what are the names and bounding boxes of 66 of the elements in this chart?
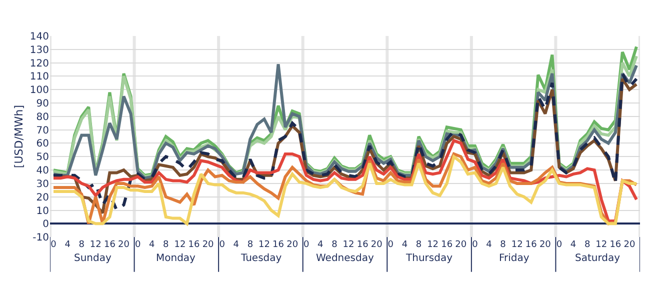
y-tick-label: 100 xyxy=(30,85,49,96)
text: Wednesday xyxy=(316,253,374,264)
text: Friday xyxy=(499,253,530,264)
x-tick-label: 20 xyxy=(202,240,214,250)
x-tick-label: 20 xyxy=(118,240,130,250)
x-tick-label: 16 xyxy=(188,240,200,250)
x-tick-label: 8 xyxy=(500,240,506,250)
x-tick-label: 12 xyxy=(90,240,102,250)
x-tick-label: 0 xyxy=(134,240,141,250)
x-tick-label: 16 xyxy=(610,240,622,250)
x-tick-label: 16 xyxy=(272,240,284,250)
x-tick-label: 12 xyxy=(342,240,354,250)
x-tick-label: 12 xyxy=(427,240,439,250)
x-tick-label: 20 xyxy=(539,240,552,250)
text: Thursday xyxy=(405,253,453,264)
y-tick-label: 60 xyxy=(36,138,49,150)
x-tick-label: 8 xyxy=(247,240,254,250)
x-tick-label: 0 xyxy=(304,240,310,250)
x-tick-label: 4 xyxy=(318,240,324,250)
y-tick-label: 50 xyxy=(36,152,49,164)
x-tick-label: 20 xyxy=(624,240,636,250)
y-tick-label: 130 xyxy=(30,44,49,56)
x-tick-label: 8 xyxy=(332,240,338,250)
y-tick-label: 30 xyxy=(36,178,49,190)
y-tick-label: 80 xyxy=(36,112,49,123)
x-tick-label: 16 xyxy=(441,240,453,250)
y-tick-label: 110 xyxy=(30,72,49,83)
y-tick-label: 120 xyxy=(30,58,49,70)
y-tick-label: 0 xyxy=(42,219,49,230)
y-axis-title: [USD/MWh] xyxy=(12,104,26,168)
text: Monday xyxy=(156,253,196,264)
x-tick-label: 0 xyxy=(556,240,562,250)
y-tick-label: 10 xyxy=(36,206,49,217)
x-tick-label: 12 xyxy=(258,240,270,250)
x-tick-label: 4 xyxy=(486,240,492,250)
y-tick-label: 40 xyxy=(36,166,49,177)
text: Saturday xyxy=(575,253,620,264)
x-tick-label: 0 xyxy=(472,240,478,250)
text: Sunday xyxy=(74,253,112,264)
x-tick-label: 12 xyxy=(511,240,523,250)
text: Tuesday xyxy=(240,253,282,264)
x-tick-label: 16 xyxy=(525,240,538,250)
x-tick-label: 4 xyxy=(148,240,155,250)
x-tick-label: 8 xyxy=(416,240,422,250)
x-tick-label: 4 xyxy=(233,240,240,250)
x-tick-label: 20 xyxy=(455,240,467,250)
y-tick-label: -10 xyxy=(32,232,49,244)
x-tick-label: 0 xyxy=(219,240,226,250)
x-tick-label: 8 xyxy=(584,240,590,250)
x-tick-label: 20 xyxy=(286,240,298,250)
x-tick-label: 4 xyxy=(64,240,71,250)
x-tick-label: 0 xyxy=(388,240,394,250)
x-tick-label: 0 xyxy=(50,240,57,250)
x-tick-label: 8 xyxy=(163,240,170,250)
y-tick-label: 90 xyxy=(36,98,49,110)
x-tick-label: 4 xyxy=(402,240,408,250)
x-tick-label: 16 xyxy=(356,240,369,250)
x-tick-label: 4 xyxy=(570,240,576,250)
x-tick-label: 12 xyxy=(174,240,186,250)
y-tick-label: 20 xyxy=(36,192,49,204)
y-tick-label: 70 xyxy=(36,125,49,136)
x-tick-label: 12 xyxy=(596,240,608,250)
x-tick-label: 16 xyxy=(104,240,116,250)
y-tick-label: 140 xyxy=(30,32,49,42)
x-tick-label: 8 xyxy=(78,240,85,250)
x-tick-label: 20 xyxy=(370,240,383,250)
